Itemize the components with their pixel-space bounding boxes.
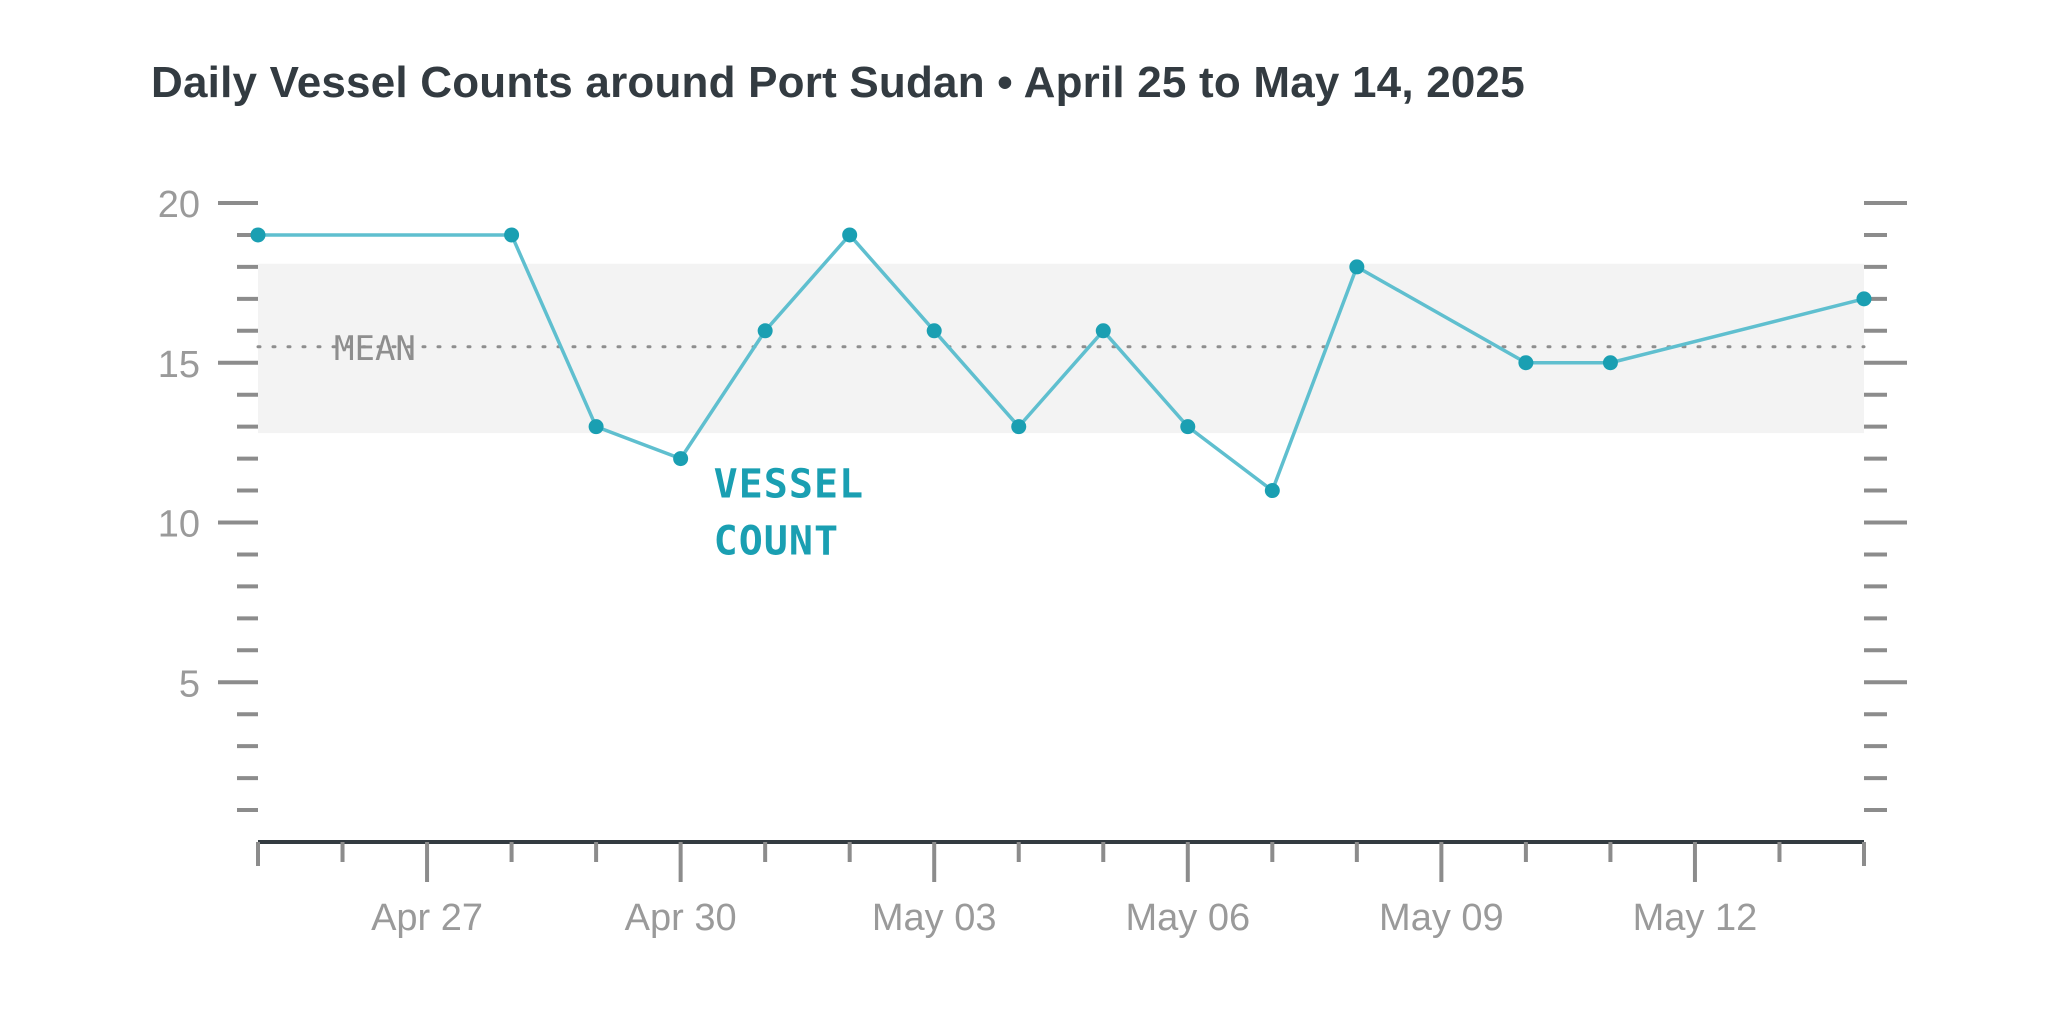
y-tick-label: 10 (158, 504, 200, 546)
y-axis-left (218, 201, 258, 813)
range-band (258, 263, 1864, 434)
series-label: VESSEL COUNT (714, 462, 865, 565)
x-tick-label: May 03 (872, 897, 997, 939)
data-point (1349, 259, 1365, 275)
data-point (757, 323, 773, 339)
mean-label: MEAN (334, 329, 416, 369)
data-point (1095, 323, 1111, 339)
x-tick-label: Apr 30 (625, 897, 737, 939)
data-point (588, 419, 604, 435)
y-tick-label: 15 (158, 344, 200, 386)
y-tick-label: 20 (158, 184, 200, 226)
data-point (250, 227, 266, 243)
data-point (504, 227, 520, 243)
chart-title: Daily Vessel Counts around Port Sudan • … (151, 58, 1525, 107)
series-points (250, 227, 1872, 499)
data-point (673, 451, 689, 467)
y-tick-label: 5 (179, 663, 200, 705)
x-tick-label: May 12 (1633, 897, 1758, 939)
data-point (1264, 483, 1280, 499)
series-label-line: VESSEL (714, 462, 865, 508)
data-point (1518, 355, 1534, 371)
data-point (1180, 419, 1196, 435)
y-tick-labels: 5 10 15 20 (158, 184, 200, 705)
y-axis-right (1864, 201, 1907, 813)
data-point (1011, 419, 1027, 435)
series-label-line: COUNT (714, 519, 839, 565)
data-point (1856, 291, 1872, 307)
data-point (926, 323, 942, 339)
x-axis-ticks (256, 842, 1866, 882)
x-tick-labels: Apr 27 Apr 30 May 03 May 06 May 09 May 12 (371, 897, 1757, 939)
x-tick-label: Apr 27 (371, 897, 483, 939)
data-point (1602, 355, 1618, 371)
x-tick-label: May 06 (1125, 897, 1250, 939)
data-point (842, 227, 858, 243)
x-tick-label: May 09 (1379, 897, 1504, 939)
